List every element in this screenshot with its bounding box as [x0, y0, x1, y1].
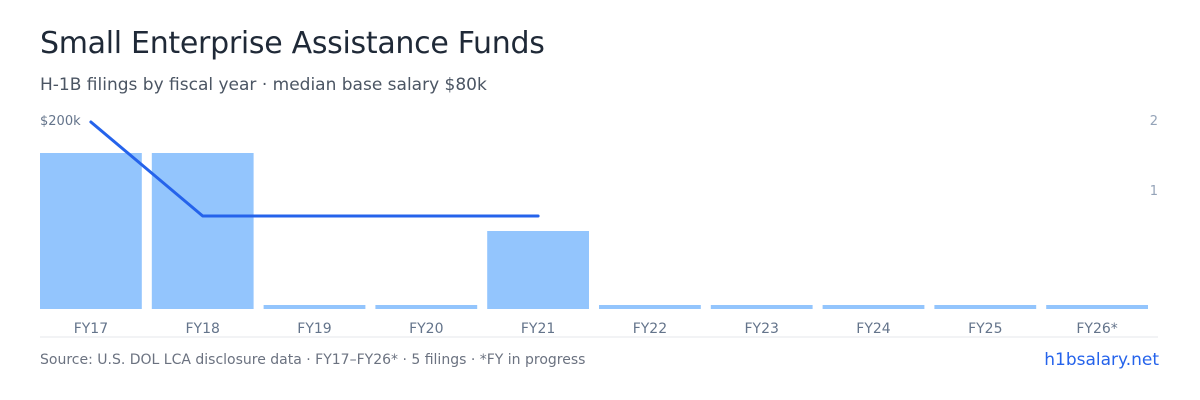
- bar-FY23: [710, 305, 813, 309]
- bar-FY21: [487, 231, 589, 309]
- y-right-tick-label: 1: [1150, 184, 1158, 199]
- salary-line-layer: [89, 120, 540, 218]
- chart-subtitle: H-1B filings by fiscal year · median bas…: [40, 75, 487, 95]
- x-tick-label: FY17: [74, 321, 108, 337]
- y-axis-right: 21: [1150, 114, 1158, 199]
- x-tick-label: FY22: [633, 321, 667, 337]
- bar-FY20: [375, 305, 478, 309]
- x-tick-label: FY24: [856, 321, 891, 337]
- x-tick-label: FY21: [521, 321, 555, 337]
- x-tick-label: FY26*: [1076, 321, 1117, 337]
- bar-FY17: [40, 153, 142, 309]
- bars-layer: [40, 153, 1148, 309]
- bar-FY26: [1046, 305, 1148, 309]
- x-tick-label: FY18: [185, 321, 219, 337]
- chart-title: Small Enterprise Assistance Funds: [40, 26, 545, 61]
- x-tick-label: FY20: [409, 321, 443, 337]
- site-link[interactable]: h1bsalary.net: [1044, 350, 1159, 370]
- x-tick-label: FY23: [744, 321, 778, 337]
- bar-FY19: [263, 305, 366, 309]
- y-right-tick-label: 2: [1150, 114, 1158, 129]
- median-salary-line: [89, 120, 540, 218]
- x-axis-labels: FY17 FY18 FY19 FY20 FY21 FY22 FY23 FY24 FY25 FY26…: [74, 321, 1118, 337]
- x-tick-label: FY25: [968, 321, 1002, 337]
- y-left-tick-label: $200k: [40, 114, 81, 129]
- x-tick-label: FY19: [297, 321, 331, 337]
- y-axis-left: $200k: [40, 114, 81, 129]
- bar-FY22: [599, 305, 701, 309]
- source-note: Source: U.S. DOL LCA disclosure data · F…: [40, 352, 586, 368]
- bar-FY24: [822, 305, 925, 309]
- bar-FY25: [934, 305, 1037, 309]
- bar-FY18: [151, 153, 254, 309]
